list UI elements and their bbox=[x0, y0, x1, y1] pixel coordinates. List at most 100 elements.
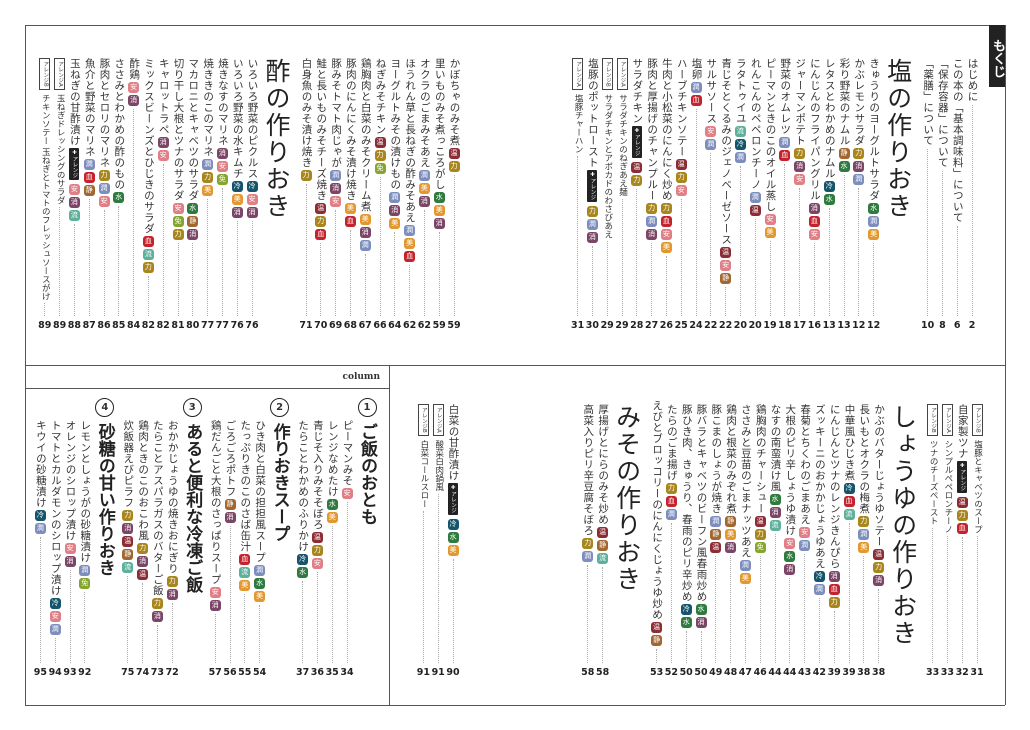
page-number[interactable]: 13 bbox=[822, 320, 836, 331]
toc-entry[interactable]: 青じそとくるみのジェノベーゼソース温安静 bbox=[718, 58, 733, 316]
toc-entry[interactable]: ミックスビーンズとひじきのサラダ血流力 bbox=[141, 58, 156, 316]
toc-entry-title[interactable]: 魚介と野菜のマリネ bbox=[83, 58, 96, 157]
toc-entry-title[interactable]: 鶏胸肉のチャーシュー bbox=[754, 404, 767, 514]
toc-entry-title[interactable]: 長いもとオクラの梅煮 bbox=[858, 404, 871, 514]
page-number[interactable]: 81 bbox=[171, 320, 185, 331]
toc-entry[interactable]: 「保存容器」について bbox=[935, 58, 950, 316]
page-number[interactable]: 86 bbox=[97, 320, 111, 331]
page-number[interactable]: 13 bbox=[837, 320, 851, 331]
page-number[interactable]: 22 bbox=[718, 320, 733, 331]
toc-entry[interactable]: キウイの砂糖漬け冷潤 bbox=[33, 420, 48, 663]
page-number[interactable]: 77 bbox=[200, 320, 215, 331]
toc-entry-title[interactable]: サラダチキン bbox=[631, 58, 644, 124]
toc-entry[interactable]: アレンジB ツナのチーズペースト bbox=[925, 404, 940, 663]
page-number[interactable]: 24 bbox=[689, 320, 703, 331]
toc-entry-title[interactable]: レンジなめたけ bbox=[326, 420, 339, 497]
page-number[interactable]: 58 bbox=[581, 667, 595, 678]
toc-entry-title[interactable]: 酢鶏 bbox=[128, 58, 141, 80]
toc-entry-title[interactable]: 鶏肉と根菜のみぞれ煮 bbox=[725, 404, 738, 514]
toc-entry[interactable]: アレンジA 塩豚チャーハン bbox=[570, 58, 585, 316]
page-number[interactable]: 31 bbox=[970, 667, 984, 678]
toc-entry[interactable]: 牛肉と小松菜のにんにく炒め力血安美 bbox=[659, 58, 674, 316]
page-number[interactable]: 59 bbox=[432, 320, 446, 331]
toc-entry[interactable]: ピーマンときのこのオイル蒸し安美 bbox=[763, 58, 778, 316]
toc-entry-title[interactable]: 鶏だんごと大根のさっぱりスープ bbox=[209, 420, 222, 585]
toc-entry[interactable]: ズッキーニのおかかじょうゆあえ冷潤 bbox=[812, 404, 827, 663]
page-number[interactable]: 16 bbox=[807, 320, 821, 331]
toc-entry-title[interactable]: 青じそとくるみのジェノベーゼソース bbox=[720, 58, 733, 245]
toc-entry[interactable]: いろいろ野菜のピクルス冷安消 bbox=[245, 58, 260, 316]
toc-entry[interactable]: たらことアスパラガスのバターご飯力消 bbox=[150, 420, 165, 663]
page-number[interactable]: 88 bbox=[67, 320, 81, 331]
page-number[interactable]: 50 bbox=[679, 667, 693, 678]
toc-entry-title[interactable]: 里いものみそ煮っころがし bbox=[433, 58, 446, 190]
toc-entry-title[interactable]: ラタトゥイユ bbox=[734, 58, 747, 124]
toc-entry-title[interactable]: 鮭と長いものみそチーズ焼き bbox=[315, 58, 328, 201]
toc-entry[interactable]: この本の「基本調味料」について bbox=[950, 58, 965, 316]
page-number[interactable]: 44 bbox=[783, 667, 797, 678]
toc-entry[interactable]: マカロニとキャベツのサラダ水静消 bbox=[185, 58, 200, 316]
toc-entry[interactable]: 鶏胸肉と白菜のみそクリーム煮美消潤 bbox=[358, 58, 373, 316]
page-number[interactable]: 33 bbox=[925, 667, 940, 678]
page-number[interactable]: 31 bbox=[570, 320, 585, 331]
toc-entry-title[interactable]: キウイの砂糖漬け bbox=[34, 420, 47, 508]
page-number[interactable]: 53 bbox=[649, 667, 664, 678]
toc-entry-title[interactable]: ピーマンみそ bbox=[341, 420, 354, 486]
toc-entry-title[interactable]: 彩り野菜のナムル bbox=[838, 58, 851, 146]
toc-entry-title[interactable]: なすの南蛮漬け風 bbox=[769, 404, 782, 492]
toc-entry[interactable]: 白身魚のみそ漬け焼き力 bbox=[299, 58, 314, 316]
toc-entry-title[interactable]: 野菜のオムレツ bbox=[779, 58, 792, 135]
toc-entry[interactable]: アレンジB チキンソテー 玉ねぎとトマトのフレッシュソースがけ bbox=[37, 58, 52, 316]
toc-entry-title[interactable]: マカロニとキャベツのサラダ bbox=[187, 58, 200, 201]
page-number[interactable]: 29 bbox=[615, 320, 629, 331]
toc-entry[interactable]: アレンジA 玉ねぎドレッシングのサラダ bbox=[52, 58, 67, 316]
toc-entry-title[interactable]: キャロットラペ bbox=[157, 58, 170, 135]
toc-entry[interactable]: 白菜の甘酢漬け ✚アレンジ冷水美 bbox=[446, 404, 461, 663]
page-number[interactable]: 64 bbox=[388, 320, 402, 331]
page-number[interactable]: 84 bbox=[126, 320, 141, 331]
page-number[interactable]: 71 bbox=[299, 320, 313, 331]
page-number[interactable]: 2 bbox=[968, 320, 976, 331]
toc-entry-title[interactable]: 塩豚とキャベツのスープ bbox=[972, 439, 983, 534]
toc-entry-title[interactable]: 牛肉と小松菜のにんにく炒め bbox=[660, 58, 673, 201]
toc-entry[interactable]: 厚揚げとにらのみそ炒め温静流 bbox=[595, 404, 610, 663]
toc-entry-title[interactable]: ピーマンときのこのオイル蒸し bbox=[764, 58, 777, 212]
toc-entry-title[interactable]: ひき肉と白菜の担担風スープ bbox=[254, 420, 267, 563]
page-number[interactable]: 6 bbox=[953, 320, 961, 331]
page-number[interactable]: 72 bbox=[165, 667, 179, 678]
page-number[interactable]: 68 bbox=[343, 320, 357, 331]
toc-entry-title[interactable]: 自家製ツナ bbox=[956, 404, 969, 459]
page-number[interactable]: 75 bbox=[121, 667, 135, 678]
page-number[interactable]: 34 bbox=[340, 667, 354, 678]
page-number[interactable]: 58 bbox=[595, 667, 610, 678]
page-number[interactable]: 48 bbox=[723, 667, 738, 678]
toc-entry[interactable]: 豚肉と厚揚げのチャンプルー力潤消 bbox=[644, 58, 659, 316]
toc-entry[interactable]: 豚肉とセロリのマリネ力潤安 bbox=[97, 58, 112, 316]
page-number[interactable]: 43 bbox=[797, 667, 812, 678]
toc-entry-title[interactable]: オレンジのシロップ漬け bbox=[64, 420, 77, 541]
toc-entry-title[interactable]: たらのごま揚げ bbox=[665, 404, 678, 481]
toc-entry-title[interactable]: ズッキーニのおかかじょうゆあえ bbox=[813, 404, 826, 569]
page-number[interactable]: 26 bbox=[659, 320, 673, 331]
page-number[interactable]: 77 bbox=[215, 320, 229, 331]
toc-entry[interactable]: レタスとわかめのナムル冷水 bbox=[822, 58, 837, 316]
toc-entry[interactable]: オクラのごまみそあえ潤美消 bbox=[417, 58, 432, 316]
toc-entry-title[interactable]: 厚揚げとにらのみそ炒め bbox=[597, 404, 610, 525]
page-number[interactable]: 17 bbox=[792, 320, 807, 331]
page-number[interactable]: 39 bbox=[842, 667, 856, 678]
toc-entry[interactable]: アレンジA 酸菜白肉鍋風 bbox=[431, 404, 446, 663]
toc-entry-title[interactable]: 塩卵 bbox=[690, 58, 703, 80]
page-number[interactable]: 47 bbox=[738, 667, 752, 678]
toc-entry-title[interactable]: いろいろ野菜の水キムチ bbox=[231, 58, 244, 179]
toc-entry[interactable]: 自家製ツナ ✚アレンジ温力血 bbox=[955, 404, 970, 663]
toc-entry-title[interactable]: 焼ききのこのマリネ bbox=[202, 58, 215, 157]
toc-entry[interactable]: 魚介と野菜のマリネ潤血静 bbox=[82, 58, 97, 316]
page-number[interactable]: 74 bbox=[135, 667, 150, 678]
toc-entry[interactable]: 塩卵潤血 bbox=[689, 58, 704, 316]
page-number[interactable]: 95 bbox=[33, 667, 47, 678]
toc-entry-title[interactable]: 「保存容器」について bbox=[936, 58, 949, 168]
toc-entry-title[interactable]: 玉ねぎの甘酢漬け bbox=[68, 58, 81, 146]
toc-entry-title[interactable]: えびとブロッコリーのにんにくじょうゆ炒め bbox=[651, 400, 664, 620]
page-number[interactable]: 25 bbox=[674, 320, 688, 331]
toc-entry-title[interactable]: かぶレモンサラダ bbox=[853, 58, 866, 146]
